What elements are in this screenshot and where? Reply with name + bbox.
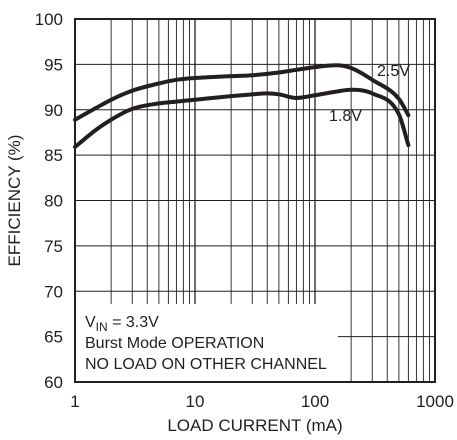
x-tick-label: 100 [301, 392, 329, 411]
y-tick-label: 60 [44, 373, 63, 392]
series-label-1v8: 1.8V [329, 108, 362, 125]
series-line-2v5 [73, 63, 411, 122]
annotation-vin-subscript: IN [96, 320, 108, 334]
annotation-burst-mode: Burst Mode OPERATION [85, 335, 264, 352]
y-tick-label: 100 [35, 10, 63, 29]
x-tick-label: 1 [70, 392, 79, 411]
y-tick-label: 65 [44, 328, 63, 347]
annotation-background [76, 304, 338, 381]
series-line-1v8 [73, 87, 411, 149]
series-label-2v5: 2.5V [377, 63, 410, 80]
annotation-no-load: NO LOAD ON OTHER CHANNEL [85, 356, 327, 373]
x-axis-title: LOAD CURRENT (mA) [167, 416, 342, 435]
annotation-vin-value: = 3.3V [108, 314, 159, 331]
plot-frame [74, 18, 436, 383]
annotation-vin-base: V [85, 314, 96, 331]
curve-labels: 2.5V 1.8V [329, 63, 410, 125]
y-tick-label: 85 [44, 146, 63, 165]
series-layer [73, 63, 411, 149]
y-tick-label: 90 [44, 101, 63, 120]
y-tick-label: 95 [44, 55, 63, 74]
y-axis-title: EFFICIENCY (%) [5, 135, 24, 267]
y-tick-labels: 60 65 70 75 80 85 90 95 100 [35, 10, 63, 392]
x-tick-label: 1000 [416, 392, 454, 411]
x-tick-labels: 1 10 100 1000 [70, 392, 454, 411]
x-tick-label: 10 [186, 392, 205, 411]
y-tick-label: 70 [44, 282, 63, 301]
y-tick-label: 80 [44, 192, 63, 211]
annotation-vin: VIN = 3.3V [85, 314, 159, 334]
annotation-block: VIN = 3.3V Burst Mode OPERATION NO LOAD … [85, 314, 327, 373]
y-tick-label: 75 [44, 237, 63, 256]
